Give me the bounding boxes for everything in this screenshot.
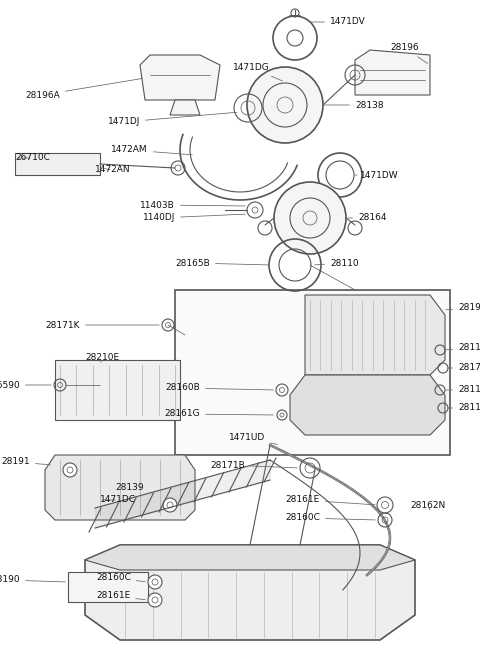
Text: 11403B: 11403B [140,200,245,210]
Text: 28110: 28110 [315,259,359,267]
Polygon shape [355,50,430,95]
Bar [68,572,148,602]
Text: 28160C: 28160C [285,514,375,523]
Text: 28199: 28199 [446,303,480,312]
Bar [55,360,180,420]
Text: 1471DJ: 1471DJ [108,112,237,126]
Text: 28161E: 28161E [96,591,145,601]
Bar [15,153,100,175]
Text: 28162N: 28162N [410,500,445,510]
Polygon shape [85,545,415,570]
Text: 28191: 28191 [1,457,50,466]
Text: 1472AN: 1472AN [95,166,131,174]
Text: 28111: 28111 [446,343,480,352]
Text: 28161E: 28161E [286,495,375,505]
Polygon shape [45,455,195,520]
Bar [175,290,450,455]
Circle shape [163,498,177,512]
Polygon shape [305,295,445,375]
Text: 28190: 28190 [0,576,65,584]
Text: 28171B: 28171B [210,460,297,470]
Text: 28138: 28138 [323,100,384,109]
Text: 28160C: 28160C [96,574,145,582]
Circle shape [63,463,77,477]
Text: 28164: 28164 [348,214,386,223]
Text: 28165B: 28165B [175,259,269,267]
Text: 28196: 28196 [390,43,428,64]
Text: 1471DV: 1471DV [311,18,366,26]
Text: 28113: 28113 [446,386,480,394]
Text: 28112: 28112 [448,403,480,413]
Text: 28210E: 28210E [85,354,119,362]
Text: 1471DW: 1471DW [355,170,398,179]
Circle shape [247,67,323,143]
Circle shape [274,182,346,254]
Polygon shape [170,100,200,115]
Text: 28161G: 28161G [164,409,273,419]
Text: 86590: 86590 [0,381,51,390]
Text: 28160B: 28160B [165,383,273,392]
Polygon shape [140,55,220,100]
Text: 1140DJ: 1140DJ [143,214,245,223]
Text: 1471UD: 1471UD [229,434,277,445]
Polygon shape [290,375,445,435]
Polygon shape [85,545,415,640]
Circle shape [148,575,162,589]
Text: 28171K: 28171K [46,320,159,329]
Text: 1472AM: 1472AM [111,145,192,155]
Circle shape [148,593,162,607]
Text: 1471DC: 1471DC [100,495,136,504]
Text: 1471DG: 1471DG [233,64,282,81]
Text: 28174D: 28174D [448,364,480,373]
Text: 26710C: 26710C [15,153,50,162]
Text: 28139: 28139 [115,483,144,500]
Text: 28196A: 28196A [25,79,142,100]
